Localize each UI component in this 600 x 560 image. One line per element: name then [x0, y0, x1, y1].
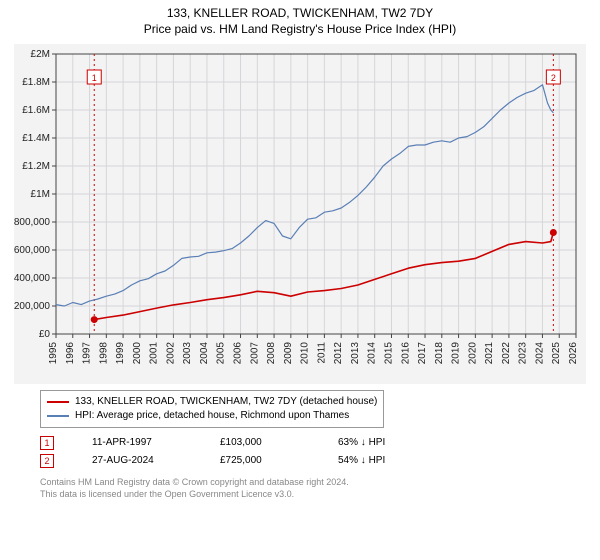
- svg-text:£1M: £1M: [31, 189, 50, 200]
- marker-badge: 1: [40, 436, 54, 450]
- svg-text:£2M: £2M: [31, 49, 50, 60]
- svg-text:2022: 2022: [501, 342, 512, 365]
- license-line-1: Contains HM Land Registry data © Crown c…: [40, 476, 586, 488]
- legend-label: 133, KNELLER ROAD, TWICKENHAM, TW2 7DY (…: [75, 395, 377, 409]
- legend-swatch: [47, 401, 69, 403]
- line-chart-svg: £0 £200,000 £400,000 £600,000 £800,000 £1M £1.…: [14, 44, 586, 384]
- svg-text:£1.8M: £1.8M: [22, 77, 50, 88]
- svg-text:2008: 2008: [266, 342, 277, 365]
- marker-badge: 2: [40, 454, 54, 468]
- svg-text:2017: 2017: [417, 342, 428, 365]
- svg-text:£800,000: £800,000: [14, 217, 50, 228]
- svg-text:2009: 2009: [283, 342, 294, 365]
- svg-text:1: 1: [92, 73, 97, 83]
- marker-price: £725,000: [220, 452, 300, 470]
- svg-text:2010: 2010: [300, 342, 311, 365]
- svg-text:1997: 1997: [82, 342, 93, 365]
- marker-row: 1 11-APR-1997 £103,000 63% ↓ HPI: [40, 434, 586, 452]
- svg-text:2019: 2019: [451, 342, 462, 365]
- svg-text:£1.2M: £1.2M: [22, 161, 50, 172]
- license-text: Contains HM Land Registry data © Crown c…: [40, 476, 586, 500]
- svg-text:1996: 1996: [65, 342, 76, 365]
- svg-text:2023: 2023: [518, 342, 529, 365]
- svg-text:2024: 2024: [534, 342, 545, 365]
- svg-text:2026: 2026: [568, 342, 579, 365]
- svg-text:2011: 2011: [316, 342, 327, 364]
- svg-text:2000: 2000: [132, 342, 143, 365]
- svg-text:£0: £0: [39, 329, 51, 340]
- svg-text:2003: 2003: [182, 342, 193, 365]
- svg-text:£200,000: £200,000: [14, 301, 50, 312]
- chart-area: £0 £200,000 £400,000 £600,000 £800,000 £1M £1.…: [14, 44, 586, 384]
- svg-text:2015: 2015: [383, 342, 394, 365]
- svg-text:1999: 1999: [115, 342, 126, 365]
- legend-box: 133, KNELLER ROAD, TWICKENHAM, TW2 7DY (…: [40, 390, 384, 428]
- svg-text:2025: 2025: [551, 342, 562, 365]
- title-line-1: 133, KNELLER ROAD, TWICKENHAM, TW2 7DY: [0, 6, 600, 20]
- license-line-2: This data is licensed under the Open Gov…: [40, 488, 586, 500]
- svg-text:2014: 2014: [367, 342, 378, 365]
- svg-text:2002: 2002: [165, 342, 176, 365]
- svg-text:£600,000: £600,000: [14, 245, 50, 256]
- legend-label: HPI: Average price, detached house, Rich…: [75, 409, 349, 423]
- svg-text:2012: 2012: [333, 342, 344, 365]
- svg-text:2: 2: [551, 73, 556, 83]
- marker-vs-hpi: 63% ↓ HPI: [338, 434, 385, 452]
- svg-text:2004: 2004: [199, 342, 210, 365]
- marker-date: 11-APR-1997: [92, 434, 182, 452]
- svg-text:2013: 2013: [350, 342, 361, 365]
- chart-title-block: 133, KNELLER ROAD, TWICKENHAM, TW2 7DY P…: [0, 0, 600, 36]
- svg-text:2006: 2006: [233, 342, 244, 365]
- svg-text:2018: 2018: [434, 342, 445, 365]
- svg-text:£400,000: £400,000: [14, 273, 50, 284]
- svg-text:2021: 2021: [484, 342, 495, 365]
- marker-vs-hpi: 54% ↓ HPI: [338, 452, 385, 470]
- svg-text:2020: 2020: [467, 342, 478, 365]
- svg-text:2005: 2005: [216, 342, 227, 365]
- svg-text:2001: 2001: [149, 342, 160, 365]
- title-line-2: Price paid vs. HM Land Registry's House …: [0, 22, 600, 36]
- svg-text:£1.4M: £1.4M: [22, 133, 50, 144]
- marker-price: £103,000: [220, 434, 300, 452]
- legend-row: HPI: Average price, detached house, Rich…: [47, 409, 377, 423]
- marker-row: 2 27-AUG-2024 £725,000 54% ↓ HPI: [40, 452, 586, 470]
- legend-swatch: [47, 415, 69, 417]
- marker-table: 1 11-APR-1997 £103,000 63% ↓ HPI 2 27-AUG-202…: [40, 434, 586, 470]
- svg-text:2016: 2016: [400, 342, 411, 365]
- marker-date: 27-AUG-2024: [92, 452, 182, 470]
- svg-text:1998: 1998: [98, 342, 109, 365]
- svg-text:1995: 1995: [48, 342, 59, 365]
- svg-text:2007: 2007: [249, 342, 260, 365]
- legend-row: 133, KNELLER ROAD, TWICKENHAM, TW2 7DY (…: [47, 395, 377, 409]
- svg-text:£1.6M: £1.6M: [22, 105, 50, 116]
